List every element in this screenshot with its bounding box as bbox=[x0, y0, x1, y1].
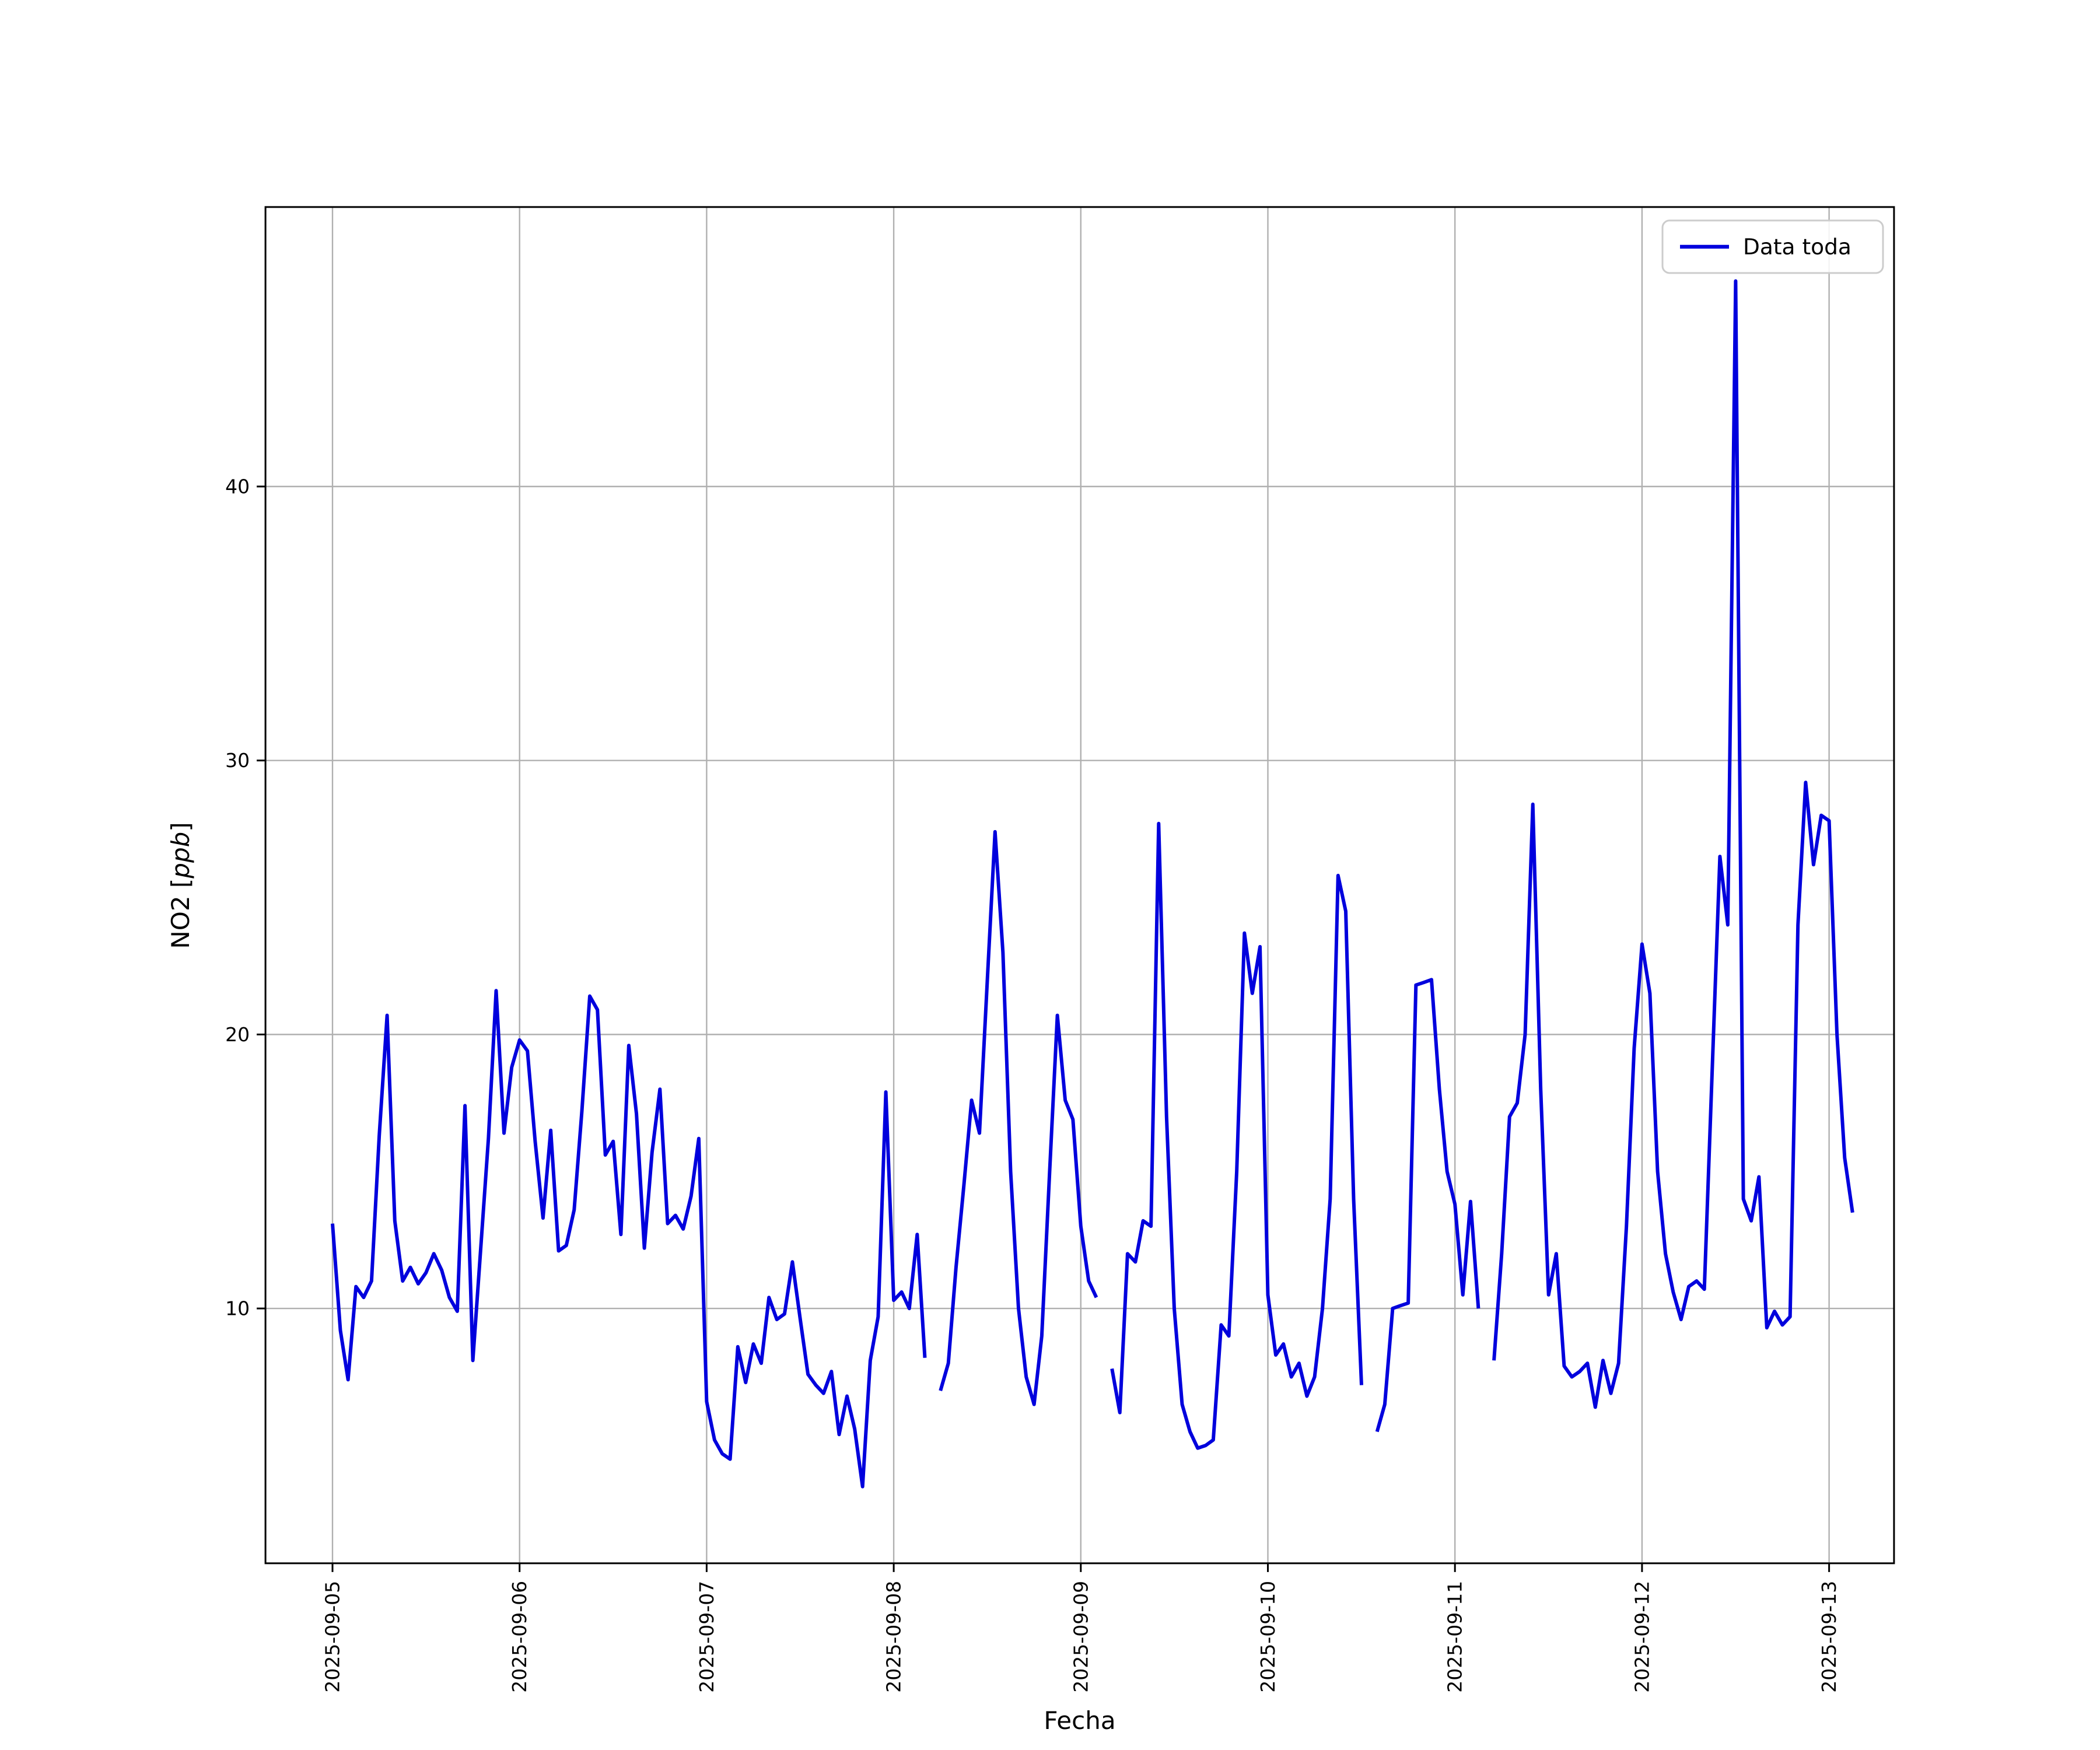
y-tick-label: 10 bbox=[225, 1297, 250, 1320]
x-tick-label: 2025-09-10 bbox=[1256, 1581, 1279, 1693]
x-tick-label: 2025-09-06 bbox=[508, 1581, 531, 1693]
x-tick-label: 2025-09-05 bbox=[321, 1581, 344, 1693]
legend-frame bbox=[1661, 219, 1884, 274]
legend: Data toda bbox=[1661, 219, 1884, 274]
tick-marks bbox=[257, 485, 1831, 1572]
x-tick-label: 2025-09-12 bbox=[1630, 1581, 1653, 1693]
x-tick-label: 2025-09-07 bbox=[695, 1581, 718, 1693]
y-axis-label-units: ppb bbox=[166, 832, 195, 879]
x-axis-label: Fecha bbox=[1044, 1706, 1115, 1735]
x-tick-label: 2025-09-13 bbox=[1818, 1581, 1840, 1693]
y-tick-label: 20 bbox=[225, 1023, 250, 1046]
y-axis-label-suffix: ] bbox=[166, 822, 195, 831]
gridlines bbox=[265, 206, 1894, 1563]
y-axis-label-prefix: NO2 [ bbox=[166, 878, 195, 949]
x-tick-labels: 2025-09-05 2025-09-06 2025-09-07 2025-09-08… bbox=[321, 1581, 1841, 1693]
plot-area-frame bbox=[264, 206, 1895, 1564]
y-axis-label: NO2 [ppb] bbox=[166, 822, 195, 949]
x-tick-label: 2025-09-11 bbox=[1444, 1581, 1466, 1693]
data-line bbox=[331, 279, 1854, 1489]
y-tick-label: 40 bbox=[225, 475, 250, 498]
y-tick-label: 30 bbox=[225, 749, 250, 772]
x-tick-label: 2025-09-08 bbox=[883, 1581, 905, 1693]
x-tick-label: 2025-09-09 bbox=[1069, 1581, 1092, 1693]
data-series bbox=[331, 279, 1854, 1489]
legend-label: Data toda bbox=[1743, 234, 1852, 260]
y-tick-labels: 10 20 30 40 bbox=[225, 475, 250, 1320]
